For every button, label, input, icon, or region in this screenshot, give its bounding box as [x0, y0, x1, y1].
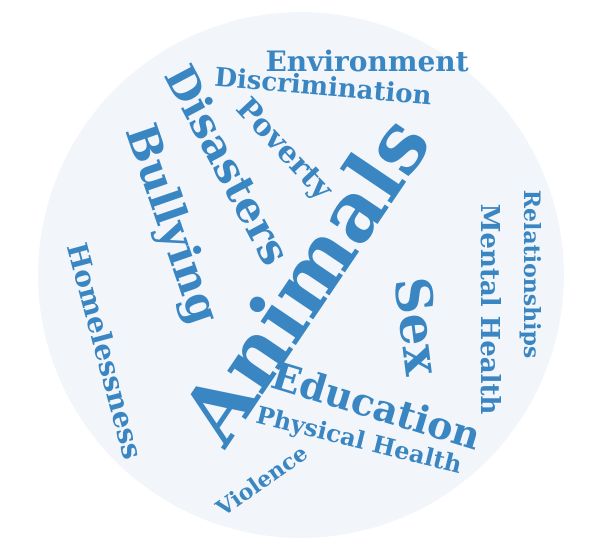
word-mental-health: Mental Health	[474, 203, 504, 415]
cloud-background-circle	[38, 12, 564, 538]
word-sex: Sex	[382, 273, 453, 379]
word-environment: Environment	[265, 45, 469, 78]
word-relationships: Relationships	[518, 189, 544, 359]
